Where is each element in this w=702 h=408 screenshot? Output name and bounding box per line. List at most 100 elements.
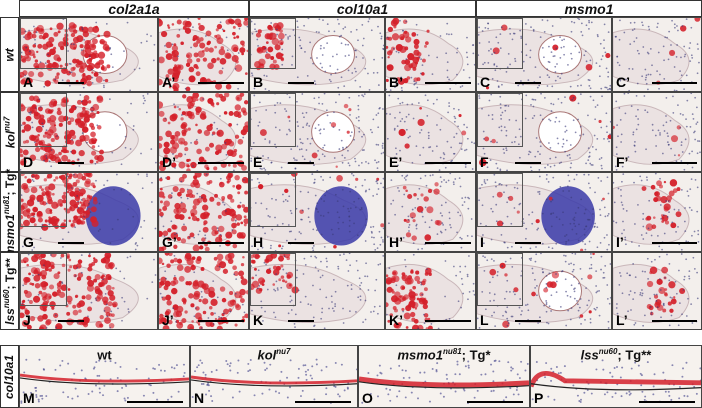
row-label-kol: kolnu7: [0, 92, 19, 172]
panel-label: O: [362, 390, 373, 406]
panel-c-prime: C’: [612, 17, 702, 92]
bottom-panel-title: kolnu7: [257, 347, 291, 363]
histology-image: [531, 359, 701, 403]
panel-b: B: [249, 17, 385, 92]
scale-bar: [58, 242, 84, 244]
bottom-panel-title: lssnu60; Tg**: [580, 347, 652, 363]
panel-label: N: [194, 390, 205, 406]
panel-g-prime: G’: [158, 172, 249, 252]
panel-d-prime: D’: [158, 92, 249, 172]
panel-label: G: [23, 234, 34, 250]
panel-b-prime: B’: [385, 17, 476, 92]
scale-bar: [295, 401, 351, 403]
histology-image: [613, 173, 701, 251]
panel-label: K’: [389, 312, 403, 328]
panel-label: J’: [162, 312, 174, 328]
panel-label: D: [23, 154, 34, 170]
histology-image: [613, 253, 701, 329]
panel-g: G: [19, 172, 158, 252]
scale-bar: [198, 242, 244, 244]
panel-label: B: [253, 74, 264, 90]
panel-label: A’: [162, 74, 176, 90]
panel-f: F: [476, 92, 612, 172]
panel-i: I: [476, 172, 612, 252]
panel-label: C’: [616, 74, 630, 90]
panel-label: E: [253, 154, 263, 170]
inset-box: [250, 173, 296, 227]
scale-bar: [425, 162, 471, 164]
scale-bar: [198, 82, 244, 84]
inset-box: [20, 253, 67, 306]
panel-k: K: [249, 252, 385, 330]
panel-label: I: [480, 234, 484, 250]
panel-f-prime: F’: [612, 92, 702, 172]
panel-label: F’: [616, 154, 629, 170]
scale-bar: [652, 82, 697, 84]
scale-bar: [652, 162, 697, 164]
panel-j: J: [19, 252, 158, 330]
scale-bar: [425, 82, 471, 84]
panel-o: msmo1nu81; Tg* O: [358, 345, 530, 408]
inset-box: [477, 18, 523, 69]
histology-image: [191, 358, 357, 404]
inset-box: [20, 93, 67, 147]
scale-bar: [198, 162, 244, 164]
panel-i-prime: I’: [612, 172, 702, 252]
scale-bar: [515, 242, 541, 244]
histology-image: [20, 173, 157, 251]
panel-a: A: [19, 17, 158, 92]
scale-bar: [425, 242, 471, 244]
histology-image: [20, 358, 189, 404]
scale-bar: [639, 401, 695, 403]
histology-image: [477, 18, 611, 91]
histology-image: [250, 93, 384, 171]
row-label-msmo1: msmo1nu81; Tg*: [0, 168, 19, 256]
scale-bar: [58, 320, 84, 322]
inset-box: [20, 173, 67, 227]
panel-label: I’: [616, 234, 624, 250]
panel-label: F: [480, 154, 489, 170]
panel-label: L’: [616, 312, 628, 328]
scale-bar: [288, 162, 314, 164]
scale-bar: [515, 162, 541, 164]
inset-box: [477, 93, 523, 147]
panel-label: G’: [162, 234, 177, 250]
scale-bar: [58, 162, 84, 164]
histology-image: [20, 18, 157, 91]
row-label-col10a1: col10a1: [0, 345, 19, 408]
panel-e: E: [249, 92, 385, 172]
histology-image: [386, 173, 475, 251]
inset-box: [477, 253, 523, 306]
panel-label: D’: [162, 154, 176, 170]
scale-bar: [198, 320, 244, 322]
panel-e-prime: E’: [385, 92, 476, 172]
histology-image: [159, 173, 248, 251]
panel-label: E’: [389, 154, 403, 170]
panel-k-prime: K’: [385, 252, 476, 330]
histology-image: [613, 93, 701, 171]
scale-bar: [127, 401, 183, 403]
histology-image: [20, 93, 157, 171]
histology-image: [159, 253, 248, 329]
panel-l: L: [476, 252, 612, 330]
row-label-lss: lssnu60; Tg**: [0, 252, 19, 330]
scale-bar: [425, 320, 471, 322]
histology-image: [477, 173, 611, 251]
panel-label: B’: [389, 74, 403, 90]
histology-image: [386, 18, 475, 91]
panel-h-prime: H’: [385, 172, 476, 252]
panel-a-prime: A’: [158, 17, 249, 92]
panel-label: K: [253, 312, 264, 328]
histology-image: [386, 253, 475, 329]
panel-p: lssnu60; Tg** P: [530, 345, 702, 408]
scale-bar: [467, 401, 523, 403]
panel-l-prime: L’: [612, 252, 702, 330]
histology-image: [613, 18, 701, 91]
histology-image: [386, 93, 475, 171]
scale-bar: [288, 82, 314, 84]
panel-label: H’: [389, 234, 403, 250]
panel-label: A: [23, 74, 34, 90]
column-header-col10a1: col10a1: [249, 0, 476, 17]
panel-label: M: [23, 390, 35, 406]
